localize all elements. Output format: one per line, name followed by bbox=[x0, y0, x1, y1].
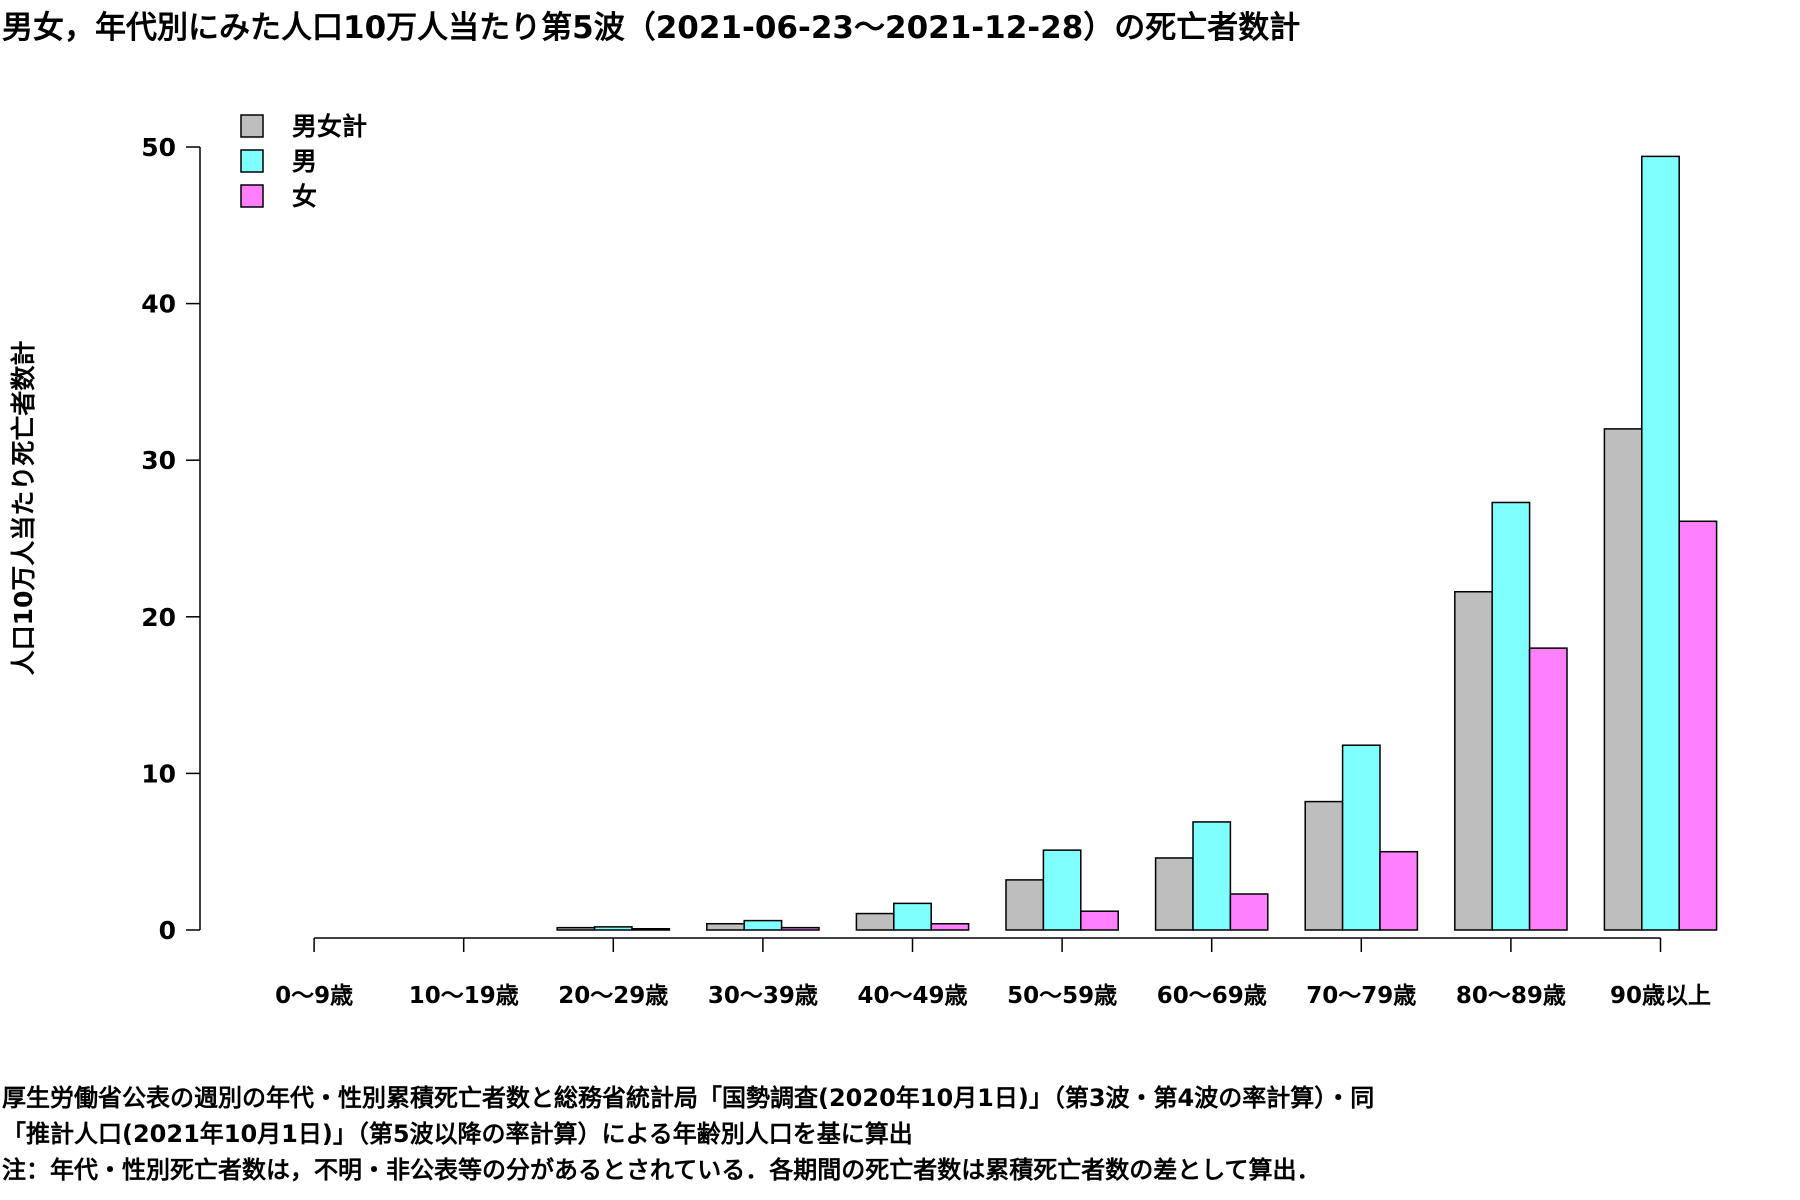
x-tick-label: 10〜19歳 bbox=[409, 983, 519, 1009]
x-tick-label: 30〜39歳 bbox=[708, 983, 818, 1009]
bar-male bbox=[1192, 821, 1232, 931]
bar-male bbox=[1641, 155, 1680, 931]
legend-label: 男女計 bbox=[292, 112, 367, 141]
bar-total bbox=[1005, 879, 1045, 931]
bars-group bbox=[556, 155, 1718, 931]
y-tick-label: 30 bbox=[141, 446, 176, 475]
bar-female bbox=[1080, 910, 1119, 931]
bar-male bbox=[593, 926, 633, 931]
legend-swatch bbox=[240, 149, 264, 173]
bar-male bbox=[893, 902, 932, 931]
bar-female bbox=[1528, 647, 1568, 931]
bar-total bbox=[1454, 590, 1493, 931]
x-tick-label: 70〜79歳 bbox=[1306, 983, 1416, 1009]
bar-male bbox=[1341, 744, 1381, 931]
note-line-1: 厚生労働省公表の週別の年代・性別累積死亡者数と総務省統計局「国勢調査(2020年… bbox=[2, 1084, 1375, 1112]
bar-male bbox=[1042, 849, 1082, 931]
bar-total bbox=[1304, 800, 1344, 931]
legend-label: 男 bbox=[292, 147, 317, 176]
bar-total bbox=[855, 912, 895, 931]
bar-male bbox=[743, 919, 783, 931]
x-tick-label: 50〜59歳 bbox=[1007, 983, 1117, 1009]
bar-female bbox=[780, 926, 820, 931]
bar-total bbox=[1154, 857, 1194, 931]
x-tick-label: 90歳以上 bbox=[1610, 983, 1711, 1009]
bar-female bbox=[1678, 520, 1718, 931]
bar-female bbox=[1379, 850, 1419, 931]
y-tick-label: 20 bbox=[141, 603, 176, 632]
x-axis: 0〜9歳 10〜19歳 20〜29歳 30〜39歳 40〜49歳 50〜59歳 60〜69歳… bbox=[275, 937, 1711, 1009]
y-axis-label: 人口10万人当たり死亡者数計 bbox=[9, 341, 38, 676]
y-tick-label: 10 bbox=[141, 759, 176, 788]
bar-total bbox=[706, 922, 745, 931]
source-notes: 厚生労働省公表の週別の年代・性別累積死亡者数と総務省統計局「国勢調査(2020年… bbox=[2, 1080, 1374, 1188]
y-tick-label: 0 bbox=[159, 916, 176, 945]
legend-label: 女 bbox=[292, 182, 317, 211]
legend-swatch bbox=[240, 114, 264, 138]
y-tick-label: 40 bbox=[141, 290, 176, 319]
x-tick-label: 80〜89歳 bbox=[1456, 983, 1566, 1009]
y-axis: 0 10 20 30 40 50 bbox=[141, 133, 201, 945]
bar-total bbox=[1603, 428, 1643, 931]
bar-male bbox=[1491, 501, 1531, 931]
x-tick-label: 40〜49歳 bbox=[857, 983, 967, 1009]
x-tick-label: 20〜29歳 bbox=[558, 983, 668, 1009]
y-tick-label: 50 bbox=[141, 133, 176, 162]
bar-female bbox=[1229, 893, 1269, 931]
chart-title: 男女，年代別にみた人口10万人当たり第5波（2021-06-23〜2021-12… bbox=[2, 10, 1301, 46]
legend-swatch bbox=[240, 184, 264, 208]
bar-female bbox=[930, 922, 970, 931]
note-line-2: 「推計人口(2021年10月1日)」（第5波以降の率計算）による年齢別人口を基に… bbox=[2, 1120, 913, 1148]
x-tick-label: 0〜9歳 bbox=[275, 983, 353, 1009]
note-line-3: 注：年代・性別死亡者数は，不明・非公表等の分があるとされている．各期間の死亡者数… bbox=[2, 1156, 1321, 1184]
bar-female bbox=[631, 927, 671, 931]
x-tick-label: 60〜69歳 bbox=[1157, 983, 1267, 1009]
bar-total bbox=[556, 926, 596, 931]
